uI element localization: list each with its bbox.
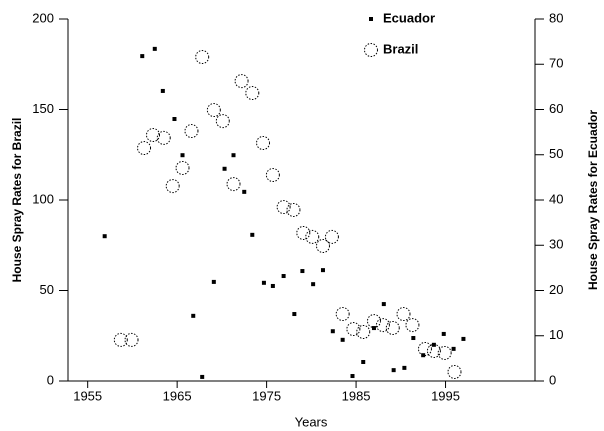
point [265,168,280,183]
point [411,336,416,341]
point [311,282,316,287]
point [381,302,386,307]
point [245,86,260,101]
point [292,312,297,317]
y2-tick-label: 20 [549,282,563,297]
point [145,128,160,143]
point [281,274,286,279]
point [346,322,361,337]
point [361,359,366,364]
point [324,229,339,244]
legend-marker [369,17,373,21]
x-axis-label: Years [295,414,328,429]
point [175,160,190,175]
legend-marker [364,43,378,57]
point [426,343,441,358]
point [391,368,396,373]
point [296,225,311,240]
y2-tick-label: 50 [549,146,563,161]
legend-label: Ecuador [383,10,435,25]
point [165,179,180,194]
point [206,103,221,118]
point [335,307,350,322]
point [276,200,291,215]
point [184,124,199,139]
point [222,166,227,171]
point [102,234,107,239]
point [137,141,152,156]
point [113,332,128,347]
y2-tick-label: 0 [549,372,556,387]
x-tick-label: 1985 [342,388,371,403]
point [305,229,320,244]
point [431,342,436,347]
y2-axis-label: House Spray Rates for Ecuador [586,110,600,290]
y-tick-label: 0 [47,372,54,387]
y2-tick-label: 10 [549,327,563,342]
point [195,50,210,65]
point [256,135,271,150]
y-tick-label: 50 [40,282,54,297]
x-tick-label: 1965 [163,388,192,403]
point [437,345,452,360]
point [286,202,301,217]
point [156,130,171,145]
x-tick-label: 1995 [431,388,460,403]
point [191,313,196,318]
point [350,374,355,379]
point [211,279,216,284]
point [385,320,400,335]
x-tick-label: 1975 [252,388,281,403]
point [330,329,335,334]
point [261,280,266,285]
point [124,332,139,347]
point [140,54,145,59]
point [405,318,420,333]
point [441,331,446,336]
point [242,189,247,194]
point [366,314,381,329]
point [356,324,371,339]
y-tick-label: 150 [32,101,54,116]
point [152,46,157,51]
point [315,238,330,253]
point [270,283,275,288]
y2-tick-label: 80 [549,10,563,25]
y-tick-label: 100 [32,191,54,206]
y-axis-label: House Spray Rates for Brazil [10,118,24,283]
point [320,268,325,273]
x-tick-label: 1955 [73,388,102,403]
point [461,336,466,341]
point [447,364,462,379]
y2-tick-label: 40 [549,191,563,206]
y2-tick-label: 60 [549,101,563,116]
point [421,353,426,358]
y2-tick-label: 30 [549,237,563,252]
point [180,153,185,158]
point [160,88,165,93]
point [234,74,249,89]
point [375,318,390,333]
legend-label: Brazil [383,41,418,56]
point [417,341,432,356]
y-tick-label: 200 [32,10,54,25]
point [172,117,177,122]
point [300,269,305,274]
point [396,307,411,322]
point [250,232,255,237]
point [200,374,205,379]
point [226,177,241,192]
point [451,346,456,351]
point [231,153,236,158]
point [340,337,345,342]
point [402,365,407,370]
point [215,114,230,129]
y2-tick-label: 70 [549,56,563,71]
